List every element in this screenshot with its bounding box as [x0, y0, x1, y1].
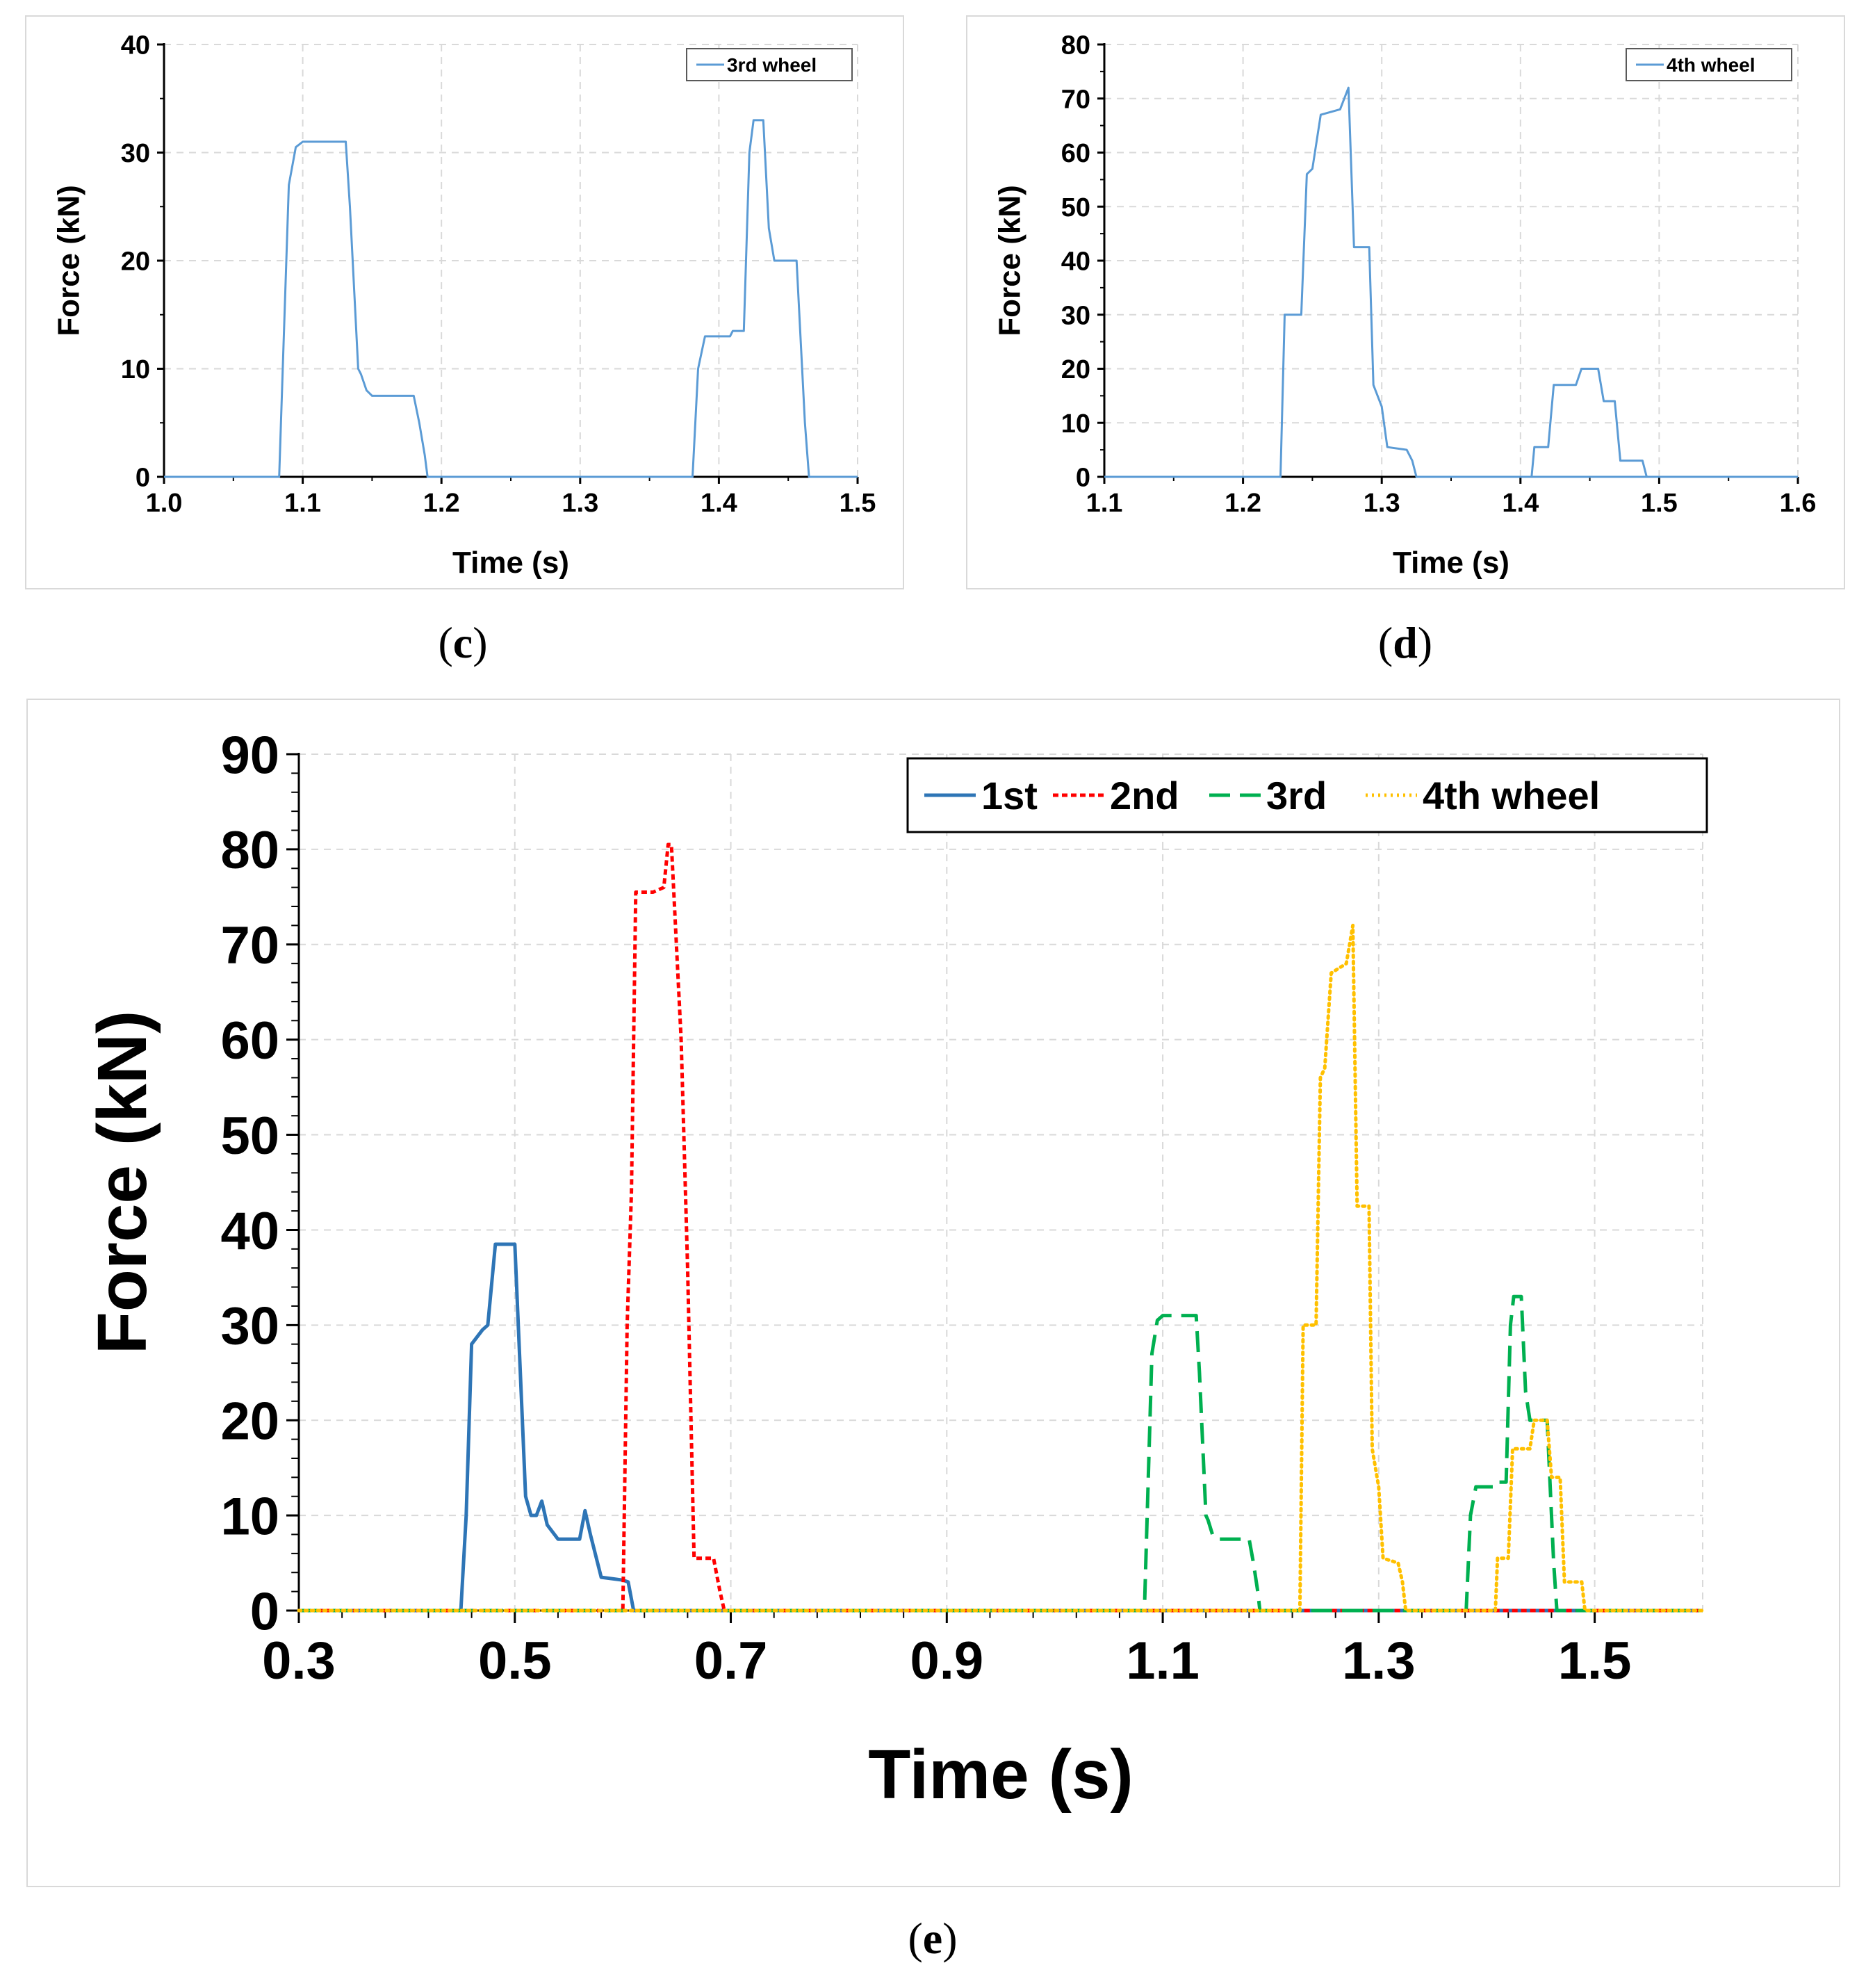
- series-line-d-4th-wheel: [1104, 86, 1798, 478]
- y-tick-label-e-7: 70: [220, 916, 279, 975]
- x-tick-label-c-2: 1.2: [423, 489, 460, 518]
- legend-label-d-0: 4th wheel: [1667, 54, 1755, 76]
- x-tick-label-e-5: 1.3: [1342, 1631, 1416, 1690]
- series-line-c-3rd-wheel: [164, 119, 858, 478]
- chart-panel-c: 0 10 20 30 40 1.0 1.1 1.2 1.3 1.4 1.5 Time (s) Force…: [25, 15, 904, 589]
- legend-label-e-2: 3rd: [1266, 774, 1327, 817]
- y-tick-label-c-2: 20: [121, 247, 150, 277]
- legend-label-c-0: 3rd wheel: [727, 54, 817, 76]
- caption-e-letter: e: [922, 1914, 943, 1963]
- x-tick-label-d-0: 1.1: [1086, 489, 1123, 518]
- y-tick-label-c-0: 0: [136, 464, 150, 493]
- x-tick-label-e-2: 0.7: [694, 1631, 768, 1690]
- x-tick-label-e-1: 0.5: [478, 1631, 552, 1690]
- series-line-e-4th-wheel: [297, 923, 1705, 1613]
- y-axis-label-c: Force (kN): [51, 185, 85, 336]
- chart-c-svg: 0 10 20 30 40 1.0 1.1 1.2 1.3 1.4 1.5 Time (s) Force…: [51, 31, 876, 580]
- x-tick-label-e-3: 0.9: [910, 1631, 983, 1690]
- x-tick-label-c-3: 1.3: [562, 489, 598, 518]
- y-tick-label-c-4: 40: [121, 31, 150, 60]
- y-tick-label-e-1: 10: [220, 1487, 279, 1546]
- x-tick-label-d-1: 1.2: [1225, 489, 1261, 518]
- legend-box-e: [906, 757, 1708, 833]
- x-tick-label-c-1: 1.1: [284, 489, 321, 518]
- x-tick-label-d-5: 1.6: [1780, 489, 1817, 518]
- legend-label-e-1: 2nd: [1110, 774, 1179, 817]
- chart-panel-d: 0 10 20 30 40 50 60 70 80 1.1 1.2 1.3 1.4 1.5 1.6 Time …: [966, 15, 1845, 589]
- caption-d-letter: d: [1393, 618, 1418, 667]
- y-tick-label-d-5: 50: [1061, 193, 1090, 222]
- chart-e-svg: 0 10 20 30 40 50 60 70 80 90 0.3 0.5 0.7 0.9 1.1 1.3 1.5…: [83, 726, 1708, 1814]
- y-tick-label-d-0: 0: [1076, 464, 1090, 493]
- y-tick-label-e-9: 90: [220, 726, 279, 785]
- x-tick-label-e-6: 1.5: [1558, 1631, 1632, 1690]
- chart-panel-e: 0 10 20 30 40 50 60 70 80 90 0.3 0.5 0.7 0.9 1.1 1.3 1.5…: [26, 699, 1840, 1887]
- y-tick-label-e-3: 30: [220, 1297, 279, 1356]
- caption-c-letter: c: [452, 618, 473, 667]
- series-line-e-1st: [299, 1242, 1703, 1613]
- y-tick-label-d-2: 20: [1061, 355, 1090, 384]
- series-line-d-4th-wheel-segment-2: [1530, 368, 1648, 478]
- y-tick-label-c-3: 30: [121, 139, 150, 168]
- series-line-e-2nd: [299, 842, 1703, 1613]
- x-tick-label-c-4: 1.4: [701, 489, 737, 518]
- y-tick-label-e-0: 0: [250, 1582, 279, 1641]
- y-tick-label-d-3: 30: [1061, 301, 1090, 330]
- x-tick-label-e-0: 0.3: [262, 1631, 336, 1690]
- y-tick-label-d-8: 80: [1061, 31, 1090, 60]
- y-tick-label-e-6: 60: [220, 1011, 279, 1070]
- x-axis-label-e: Time (s): [868, 1736, 1133, 1814]
- legend-label-e-0: 1st: [981, 774, 1038, 817]
- caption-d: (d): [1377, 618, 1433, 667]
- x-tick-label-c-5: 1.5: [840, 489, 876, 518]
- y-tick-label-e-4: 40: [220, 1202, 279, 1261]
- x-tick-label-c-0: 1.0: [146, 489, 183, 518]
- legend-label-e-3: 4th wheel: [1423, 774, 1600, 817]
- x-tick-label-e-4: 1.1: [1126, 1631, 1200, 1690]
- y-axis-label-e: Force (kN): [83, 1011, 161, 1355]
- y-tick-label-d-4: 40: [1061, 247, 1090, 277]
- chart-d-svg: 0 10 20 30 40 50 60 70 80 1.1 1.2 1.3 1.4 1.5 1.6 Time …: [992, 31, 1817, 580]
- caption-c: (c): [438, 618, 488, 667]
- x-tick-label-d-4: 1.5: [1641, 489, 1678, 518]
- y-tick-label-c-1: 10: [121, 355, 150, 384]
- x-tick-label-d-2: 1.3: [1364, 489, 1400, 518]
- series-line-e-3rd: [299, 1294, 1703, 1613]
- y-axis-label-d: Force (kN): [992, 185, 1026, 336]
- y-tick-label-e-5: 50: [220, 1107, 279, 1166]
- x-tick-label-d-3: 1.4: [1502, 489, 1539, 518]
- y-tick-label-d-1: 10: [1061, 409, 1090, 439]
- caption-e: (e): [908, 1914, 958, 1963]
- x-axis-label-d: Time (s): [1393, 546, 1509, 580]
- y-tick-label-e-8: 80: [220, 821, 279, 880]
- x-axis-label-c: Time (s): [452, 546, 569, 580]
- y-tick-label-e-2: 20: [220, 1392, 279, 1451]
- y-tick-label-d-7: 70: [1061, 85, 1090, 114]
- y-tick-label-d-6: 60: [1061, 139, 1090, 168]
